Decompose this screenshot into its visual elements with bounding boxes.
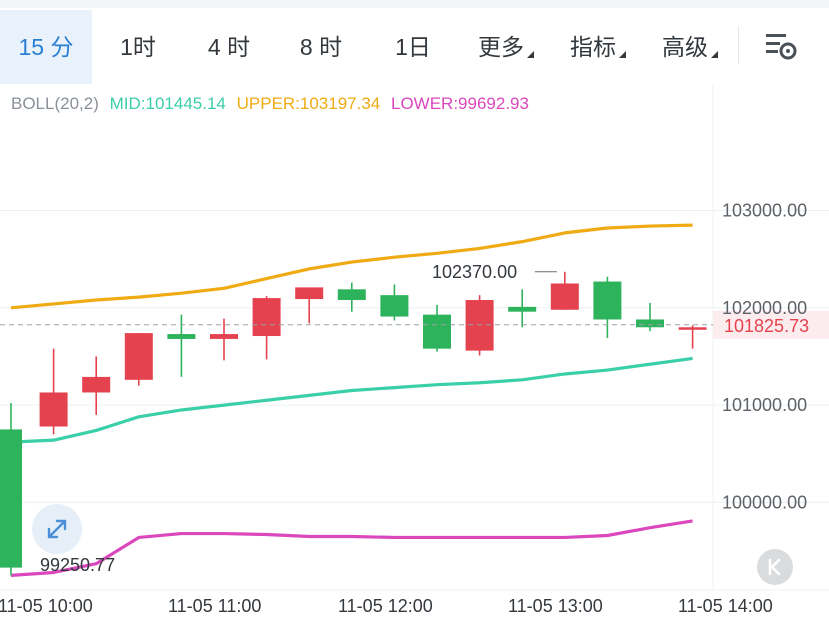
boll-mid: MID:101445.14 [109, 94, 226, 113]
tab-1h[interactable]: 1时 [120, 34, 156, 60]
expand-icon[interactable] [32, 504, 82, 554]
boll-lower-line [10, 519, 693, 578]
candle-body [124, 333, 153, 380]
candle-body [593, 281, 622, 320]
x-tick-label: 11-05 14:00 [678, 596, 773, 616]
candle-body [210, 334, 238, 339]
boll-upper-line [10, 223, 693, 310]
candle-body [636, 319, 664, 328]
tab-1d[interactable]: 1日 [395, 34, 431, 60]
tab-more-label: 更多 [478, 34, 524, 60]
chart-settings-icon[interactable] [760, 24, 804, 68]
dropdown-triangle-icon [619, 51, 626, 58]
boll-upper: UPPER:103197.34 [236, 94, 381, 113]
boll-name: BOLL(20,2) [11, 94, 99, 113]
candle-body [0, 429, 22, 568]
x-tick-label: 11-05 10:00 [0, 596, 93, 616]
candle-body [508, 306, 537, 312]
boll-legend: BOLL(20,2) MID:101445.14 UPPER:103197.34… [11, 94, 535, 114]
boll-mid-line [10, 356, 693, 444]
x-tick-label: 11-05 13:00 [508, 596, 603, 616]
low-price-label: 99250.77 [40, 555, 115, 575]
candle-body [82, 376, 111, 393]
tab-advanced-label: 高级 [662, 34, 708, 60]
candle-body [678, 327, 707, 330]
last-price-tag [713, 310, 829, 339]
x-tick-label: 11-05 12:00 [338, 596, 433, 616]
boll-lower: LOWER:99692.93 [391, 94, 529, 113]
timeframe-tabs: 15 分 1时 4 时 8 时 1日 更多 指标 高级 [0, 10, 829, 84]
tab-advanced[interactable]: 高级 [650, 10, 730, 84]
candle-body [380, 295, 409, 317]
tab-more[interactable]: 更多 [466, 10, 546, 84]
tabs-divider [738, 26, 739, 64]
tab-indicators[interactable]: 指标 [558, 10, 638, 84]
candle-body [295, 287, 324, 300]
tab-8h[interactable]: 8 时 [299, 34, 343, 60]
dropdown-triangle-icon [711, 51, 718, 58]
dropdown-triangle-icon [527, 51, 534, 58]
y-tick-label: 100000.00 [722, 492, 807, 512]
last-price-label: 101825.73 [724, 316, 809, 336]
y-tick-label: 101000.00 [722, 395, 807, 415]
candle-body [423, 314, 451, 349]
candle-body [252, 298, 281, 337]
tab-4h[interactable]: 4 时 [207, 34, 251, 60]
tab-15m[interactable]: 15 分 [0, 10, 92, 84]
candle-body [39, 392, 68, 427]
candle-body [337, 289, 366, 301]
y-tick-label: 103000.00 [722, 201, 807, 221]
candle-body [167, 334, 196, 339]
candle-body [465, 300, 494, 351]
y-tick-label: 102000.00 [722, 298, 807, 318]
tab-indicators-label: 指标 [570, 34, 616, 60]
scroll-to-latest-icon[interactable] [757, 549, 793, 585]
candle-body [550, 283, 579, 310]
top-bar-strip [0, 0, 829, 8]
high-price-label: 102370.00 [432, 262, 517, 282]
x-tick-label: 11-05 11:00 [168, 596, 261, 616]
